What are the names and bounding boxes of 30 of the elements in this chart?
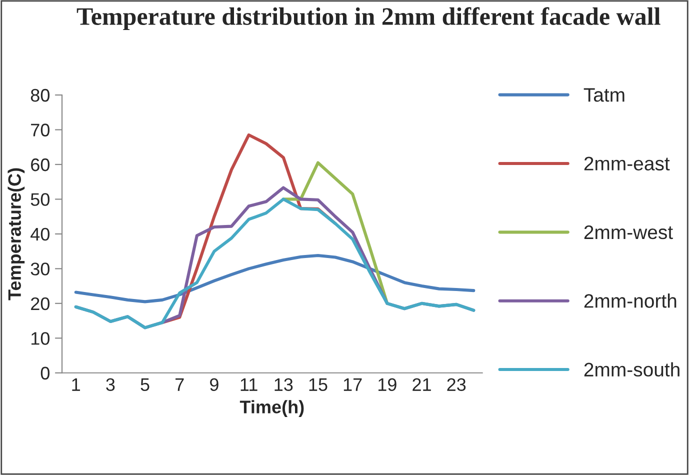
- y-tick-label: 40: [30, 228, 50, 241]
- y-tick-label: 70: [31, 124, 50, 136]
- y-tick-label: 30: [30, 262, 50, 276]
- x-tick-label: 15: [309, 378, 328, 391]
- y-axis-title: Temperature(C): [8, 168, 25, 300]
- x-tick-label: 17: [344, 378, 362, 391]
- x-tick-label: 13: [274, 378, 293, 391]
- x-tick-label: 19: [378, 378, 396, 391]
- x-tick-label: 11: [240, 378, 258, 391]
- x-axis-title: Time(h): [240, 400, 304, 417]
- legend-label: 2mm-west: [584, 225, 673, 240]
- x-tick-label: 5: [140, 378, 150, 391]
- x-tick-label: 3: [106, 378, 115, 391]
- legend-label: 2mm-north: [584, 294, 676, 308]
- x-tick-label: 9: [210, 378, 218, 391]
- legend-label: 2mm-east: [584, 156, 670, 170]
- chart-title: Temperature distribution in 2mm different facade wall: [76, 7, 660, 30]
- legend-label: Tatm: [584, 88, 624, 102]
- x-tick-label: 23: [447, 378, 466, 391]
- y-tick-label: 0: [40, 366, 50, 380]
- y-tick-label: 60: [31, 158, 50, 172]
- x-tick-label: 1: [72, 378, 80, 391]
- y-tick-label: 50: [30, 193, 50, 206]
- x-tick-label: 21: [412, 378, 431, 391]
- line-series: [74, 254, 476, 304]
- y-tick-label: 20: [31, 297, 50, 310]
- y-tick-label: 10: [32, 332, 50, 345]
- x-tick-label: 7: [176, 378, 184, 391]
- legend-label: 2mm-south: [584, 362, 680, 377]
- y-tick-label: 80: [30, 88, 50, 102]
